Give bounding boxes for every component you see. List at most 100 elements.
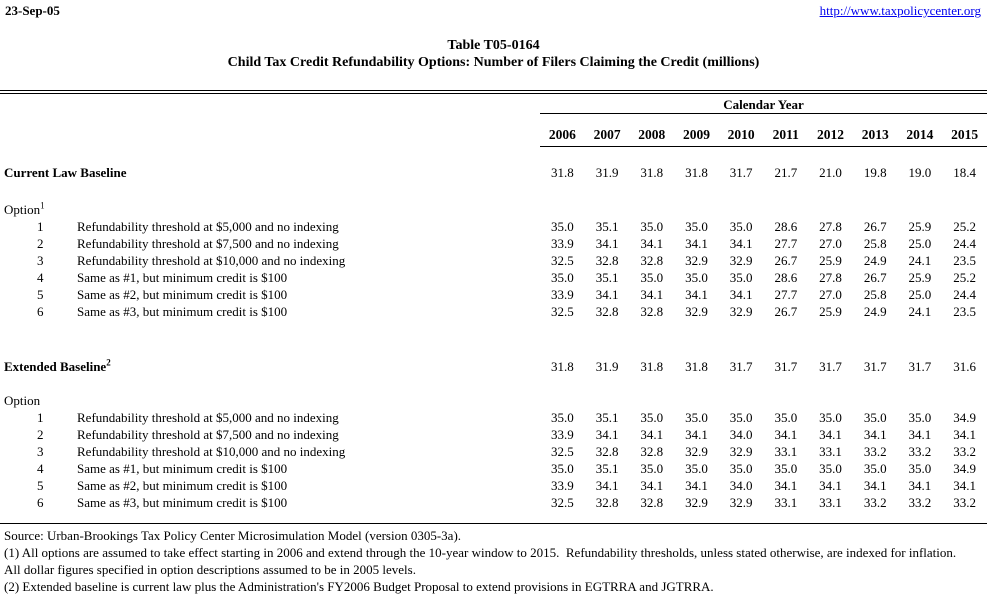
value-cell: 31.8	[551, 165, 574, 180]
value-cell: 34.1	[774, 478, 798, 493]
section-label: Extended Baseline2	[4, 358, 111, 374]
year-header: 2011	[763, 113, 809, 147]
value-cell: 33.2	[953, 444, 976, 459]
option-description: Same as #1, but minimum credit is $100	[77, 461, 288, 476]
value-cell: 31.7	[819, 359, 842, 374]
option-label-cell: 3 Refundability threshold at $10,000 and …	[0, 443, 540, 460]
value-cell: 21.7	[774, 165, 798, 180]
value-cell: 26.7	[863, 270, 887, 285]
value-cell: 32.8	[595, 495, 619, 510]
value-cell: 31.8	[685, 165, 708, 180]
value-cell: 32.8	[640, 444, 664, 459]
value-cell: 34.1	[685, 287, 708, 302]
option-row: 2 Refundability threshold at $7,500 and n…	[0, 235, 987, 252]
value-cell: 33.1	[774, 444, 798, 459]
value-cell: 32.8	[595, 304, 619, 319]
footer-rule	[0, 523, 987, 524]
option-number: 4	[37, 461, 44, 476]
year-header: 2015	[942, 113, 987, 147]
option-number: 5	[37, 287, 44, 302]
value-cell: 33.1	[819, 444, 842, 459]
value-cell: 34.1	[685, 236, 708, 251]
option-header-row: Option	[0, 392, 987, 409]
value-cell: 35.1	[595, 410, 619, 425]
value-cell: 28.6	[774, 270, 798, 285]
page-header: 23-Sep-05 http://www.taxpolicycenter.org	[0, 0, 987, 20]
spacer-cell	[540, 201, 987, 218]
value-cell: 34.0	[729, 427, 753, 442]
value-cell: 35.0	[863, 461, 887, 476]
value-cell: 26.7	[863, 219, 887, 234]
year-header: 2013	[852, 113, 898, 147]
value-cell: 33.2	[953, 495, 976, 510]
value-cell: 32.8	[595, 444, 619, 459]
spacer-row	[0, 375, 987, 392]
calendar-year-row: Calendar Year	[0, 94, 987, 114]
value-cell: 32.9	[729, 495, 753, 510]
spacer-cell	[540, 392, 987, 409]
value-cell: 31.9	[595, 165, 619, 180]
value-cell: 35.0	[640, 270, 664, 285]
value-cell: 34.1	[595, 236, 619, 251]
value-cell: 31.8	[685, 359, 708, 374]
value-cell: 34.0	[729, 478, 753, 493]
value-cell: 32.8	[595, 253, 619, 268]
value-cell: 32.9	[685, 495, 708, 510]
value-cell: 24.1	[908, 304, 932, 319]
option-label-cell: 2 Refundability threshold at $7,500 and n…	[0, 426, 540, 443]
value-cell: 24.9	[863, 304, 887, 319]
value-cell: 35.0	[551, 410, 574, 425]
value-cell: 34.1	[819, 427, 842, 442]
footnote-line: (2) Extended baseline is current law plu…	[4, 579, 714, 594]
value-cell: 21.0	[819, 165, 842, 180]
value-cell: 33.2	[863, 495, 887, 510]
value-cell: 32.9	[685, 304, 708, 319]
value-cell: 31.8	[640, 359, 664, 374]
value-cell: 23.5	[953, 253, 976, 268]
value-cell: 34.1	[595, 287, 619, 302]
years-row: 2006 2007 2008 2009 2010 2011 2012 2013 2014 2015	[0, 113, 987, 147]
value-cell: 32.5	[551, 444, 574, 459]
spacer-cell	[0, 375, 987, 392]
option-row: 5 Same as #2, but minimum credit is $100 3…	[0, 286, 987, 303]
value-cell: 35.0	[640, 410, 664, 425]
value-cell: 34.1	[685, 478, 708, 493]
value-cell: 24.9	[863, 253, 887, 268]
value-cell: 25.8	[863, 287, 887, 302]
option-number: 4	[37, 270, 44, 285]
option-number: 1	[37, 410, 44, 425]
year-header: 2014	[897, 113, 943, 147]
option-description: Refundability threshold at $5,000 and no…	[77, 410, 339, 425]
value-cell: 26.7	[774, 253, 798, 268]
option-row: 5 Same as #2, but minimum credit is $100 3…	[0, 477, 987, 494]
taxpolicycenter-link[interactable]: http://www.taxpolicycenter.org	[819, 3, 981, 18]
value-cell: 32.8	[640, 495, 664, 510]
option-row: 2 Refundability threshold at $7,500 and n…	[0, 426, 987, 443]
value-cell: 31.8	[551, 359, 574, 374]
option-number: 6	[37, 495, 44, 510]
option-row: 3 Refundability threshold at $10,000 and …	[0, 252, 987, 269]
value-cell: 24.4	[953, 236, 976, 251]
value-cell: 35.1	[595, 270, 619, 285]
value-cell: 35.0	[729, 270, 753, 285]
option-label-cell: 3 Refundability threshold at $10,000 and …	[0, 252, 540, 269]
spacer-row	[0, 146, 987, 164]
value-cell: 31.9	[595, 359, 619, 374]
value-cell: 35.0	[685, 270, 708, 285]
title-block: Table T05-0164 Child Tax Credit Refundab…	[0, 37, 987, 71]
option-description: Refundability threshold at $10,000 and n…	[77, 253, 346, 268]
value-cell: 32.5	[551, 304, 574, 319]
value-cell: 25.9	[819, 304, 842, 319]
value-cell: 25.8	[863, 236, 887, 251]
value-cell: 27.0	[819, 236, 842, 251]
value-cell: 32.5	[551, 253, 574, 268]
year-header: 2007	[584, 113, 630, 147]
corner-cell	[0, 94, 540, 113]
top-double-rule	[0, 90, 987, 94]
value-cell: 27.8	[819, 270, 842, 285]
footnote-ref: 2	[106, 358, 111, 368]
year-header: 2009	[674, 113, 719, 147]
data-table: Calendar Year 2006 2007 2008 2009 2010 2011 201…	[0, 94, 987, 511]
value-cell: 27.0	[819, 287, 842, 302]
